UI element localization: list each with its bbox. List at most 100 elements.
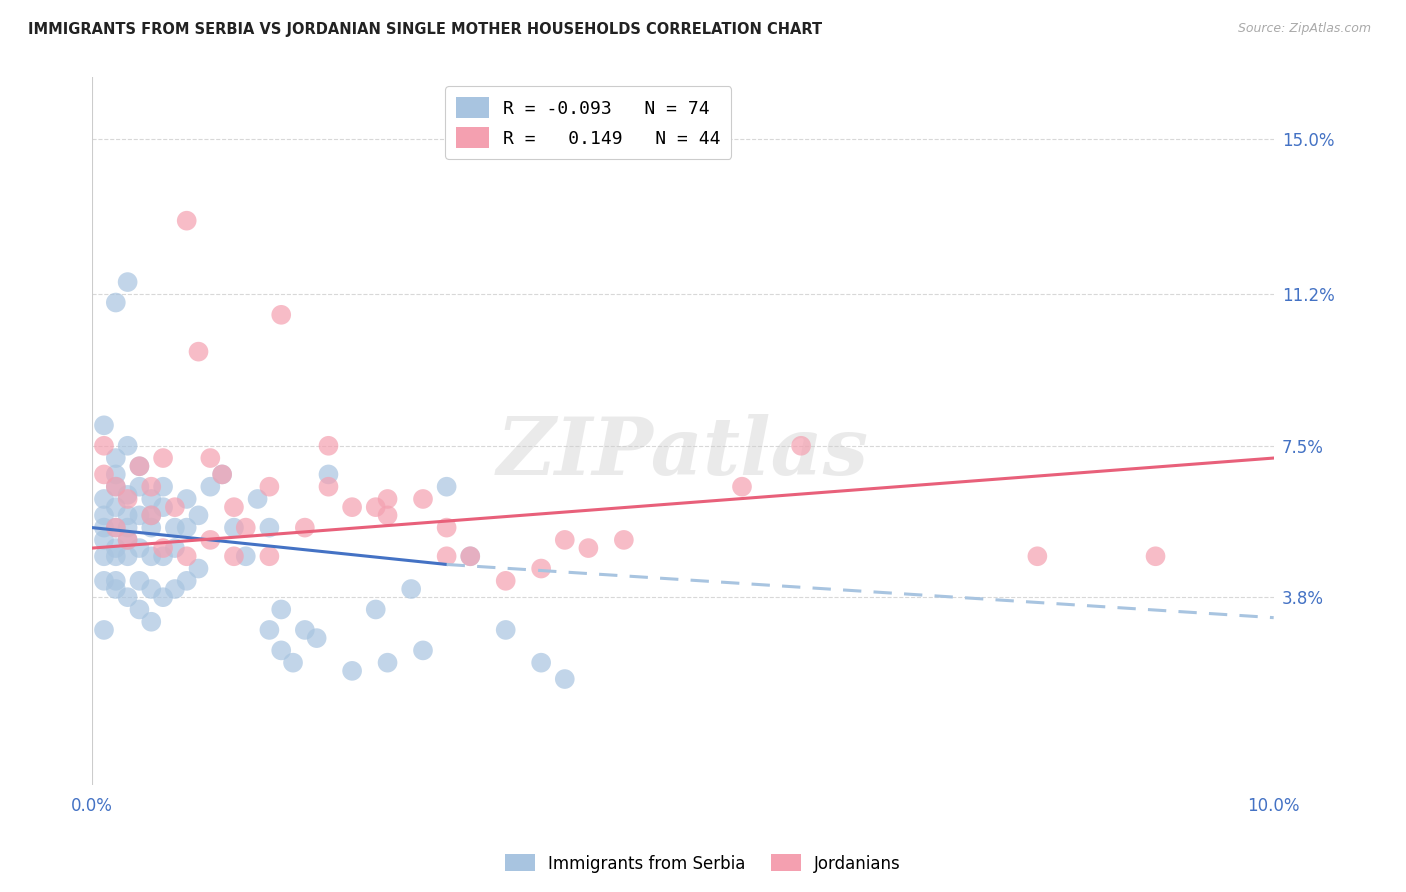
Point bbox=[246, 491, 269, 506]
Point bbox=[281, 656, 304, 670]
Point bbox=[436, 521, 458, 535]
Point bbox=[377, 491, 399, 506]
Point bbox=[93, 418, 115, 433]
Point bbox=[222, 500, 245, 515]
Point bbox=[530, 561, 553, 575]
Point bbox=[152, 480, 174, 494]
Point bbox=[152, 500, 174, 515]
Point bbox=[530, 656, 553, 670]
Point bbox=[458, 549, 481, 564]
Point bbox=[340, 500, 363, 515]
Point bbox=[554, 672, 576, 686]
Point bbox=[187, 344, 209, 359]
Point bbox=[294, 521, 316, 535]
Point bbox=[117, 533, 139, 547]
Point bbox=[211, 467, 233, 482]
Point bbox=[222, 521, 245, 535]
Point bbox=[117, 533, 139, 547]
Point bbox=[104, 451, 127, 466]
Point bbox=[128, 480, 150, 494]
Text: ZIPatlas: ZIPatlas bbox=[496, 414, 869, 491]
Point bbox=[200, 451, 222, 466]
Text: Source: ZipAtlas.com: Source: ZipAtlas.com bbox=[1237, 22, 1371, 36]
Point bbox=[141, 615, 163, 629]
Point bbox=[128, 459, 150, 474]
Point bbox=[340, 664, 363, 678]
Point bbox=[613, 533, 636, 547]
Point bbox=[305, 631, 328, 645]
Point bbox=[318, 439, 340, 453]
Point bbox=[104, 500, 127, 515]
Point bbox=[128, 459, 150, 474]
Point bbox=[117, 439, 139, 453]
Point bbox=[93, 508, 115, 523]
Point bbox=[163, 500, 186, 515]
Point bbox=[104, 541, 127, 555]
Point bbox=[93, 549, 115, 564]
Point bbox=[176, 574, 198, 588]
Point bbox=[176, 213, 198, 227]
Point bbox=[259, 480, 281, 494]
Point bbox=[554, 533, 576, 547]
Point bbox=[117, 521, 139, 535]
Point bbox=[152, 541, 174, 555]
Point bbox=[436, 549, 458, 564]
Point bbox=[495, 574, 517, 588]
Point bbox=[163, 541, 186, 555]
Point bbox=[176, 491, 198, 506]
Point bbox=[93, 521, 115, 535]
Point bbox=[259, 549, 281, 564]
Point bbox=[377, 508, 399, 523]
Point bbox=[259, 623, 281, 637]
Point bbox=[93, 491, 115, 506]
Point bbox=[104, 480, 127, 494]
Point bbox=[176, 549, 198, 564]
Point bbox=[128, 508, 150, 523]
Point bbox=[128, 574, 150, 588]
Point bbox=[128, 541, 150, 555]
Point bbox=[152, 549, 174, 564]
Point bbox=[731, 480, 754, 494]
Point bbox=[364, 602, 387, 616]
Point bbox=[270, 308, 292, 322]
Point bbox=[93, 467, 115, 482]
Point bbox=[141, 549, 163, 564]
Point bbox=[222, 549, 245, 564]
Point bbox=[117, 508, 139, 523]
Point bbox=[377, 656, 399, 670]
Point bbox=[104, 521, 127, 535]
Point bbox=[104, 467, 127, 482]
Point bbox=[117, 275, 139, 289]
Point bbox=[104, 480, 127, 494]
Point bbox=[790, 439, 813, 453]
Point bbox=[104, 574, 127, 588]
Point bbox=[152, 451, 174, 466]
Point bbox=[200, 480, 222, 494]
Point bbox=[458, 549, 481, 564]
Point bbox=[200, 533, 222, 547]
Point bbox=[187, 561, 209, 575]
Point bbox=[104, 295, 127, 310]
Point bbox=[211, 467, 233, 482]
Point bbox=[104, 521, 127, 535]
Point bbox=[93, 439, 115, 453]
Point bbox=[364, 500, 387, 515]
Point bbox=[117, 590, 139, 604]
Point bbox=[235, 521, 257, 535]
Point bbox=[270, 602, 292, 616]
Point bbox=[270, 643, 292, 657]
Point bbox=[152, 590, 174, 604]
Point bbox=[93, 623, 115, 637]
Point bbox=[141, 508, 163, 523]
Point bbox=[1026, 549, 1049, 564]
Legend: R = -0.093   N = 74, R =   0.149   N = 44: R = -0.093 N = 74, R = 0.149 N = 44 bbox=[446, 87, 731, 159]
Point bbox=[117, 488, 139, 502]
Point bbox=[576, 541, 599, 555]
Text: IMMIGRANTS FROM SERBIA VS JORDANIAN SINGLE MOTHER HOUSEHOLDS CORRELATION CHART: IMMIGRANTS FROM SERBIA VS JORDANIAN SING… bbox=[28, 22, 823, 37]
Point bbox=[1144, 549, 1167, 564]
Point bbox=[117, 491, 139, 506]
Point bbox=[104, 582, 127, 596]
Point bbox=[163, 582, 186, 596]
Point bbox=[495, 623, 517, 637]
Point bbox=[141, 491, 163, 506]
